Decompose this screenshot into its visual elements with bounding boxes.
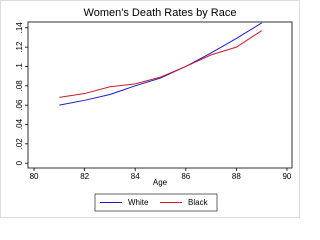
x-tick-label: 80: [30, 172, 39, 181]
y-tick-label: .08: [15, 80, 24, 92]
y-tick-label: .04: [15, 118, 24, 130]
y-tick-label: .12: [15, 41, 24, 53]
series-line: [59, 30, 262, 98]
chart-title: Women's Death Rates by Race: [84, 7, 237, 19]
y-tick-label: .1: [15, 63, 24, 70]
x-tick-label: 84: [131, 172, 140, 181]
chart: Women's Death Rates by Race Age 0 .02 .04.…: [0, 0, 300, 218]
x-tick-label: 86: [181, 172, 190, 181]
x-axis-label: Age: [153, 178, 168, 187]
plot-frame: [27, 21, 293, 169]
x-tick-label: 82: [80, 172, 89, 181]
x-tick-label: 88: [232, 172, 241, 181]
y-tick-label: 0: [15, 160, 24, 165]
legend-label: Black: [188, 198, 209, 207]
background: [0, 0, 300, 218]
legend-box: [94, 193, 218, 212]
y-tick-label: .14: [15, 22, 24, 34]
legend-label: White: [128, 198, 149, 207]
x-tick-label: 90: [282, 172, 291, 181]
series-line: [59, 22, 262, 106]
y-tick-label: .02: [15, 138, 24, 150]
y-tick-label: .06: [15, 99, 24, 111]
